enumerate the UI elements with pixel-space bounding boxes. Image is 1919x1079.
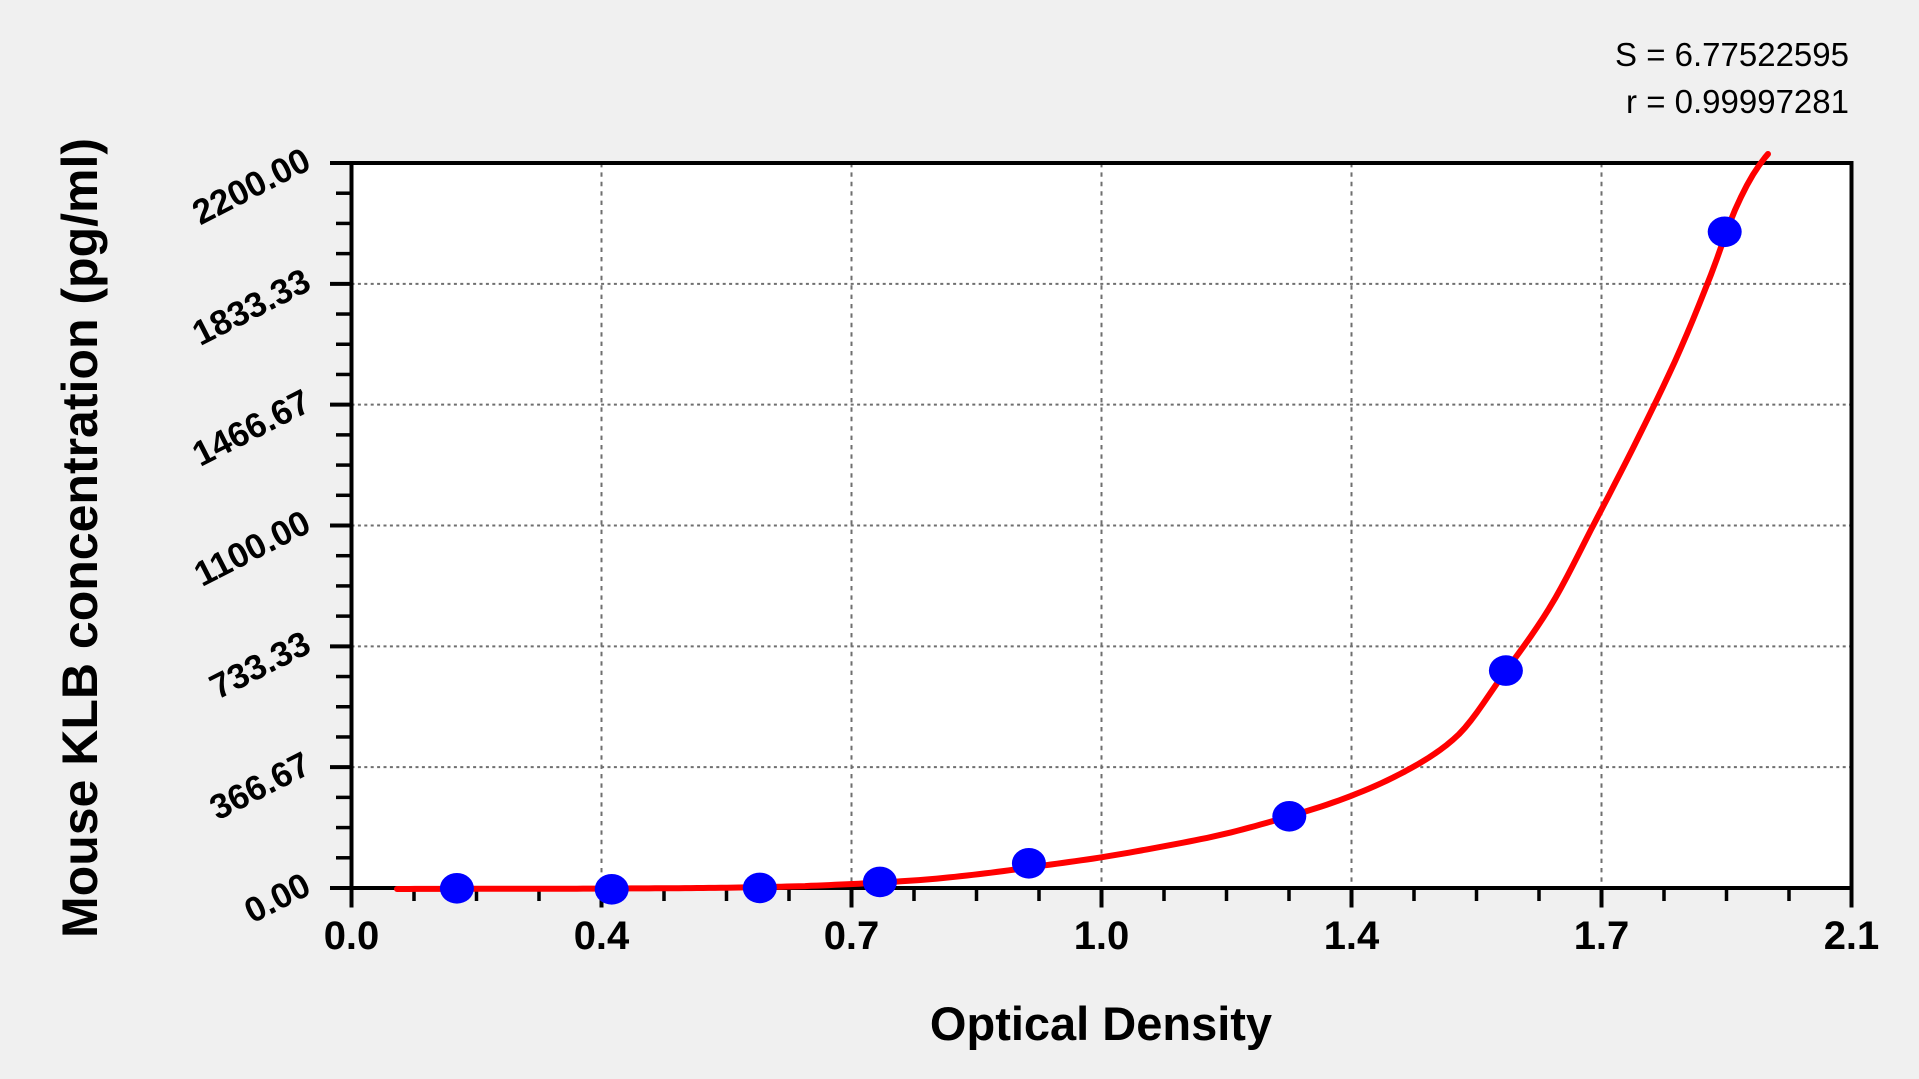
svg-text:0.7: 0.7 bbox=[824, 914, 880, 958]
svg-text:Mouse KLB concentration (pg/ml: Mouse KLB concentration (pg/ml) bbox=[52, 138, 108, 938]
svg-text:Optical Density: Optical Density bbox=[930, 997, 1272, 1050]
svg-text:1.0: 1.0 bbox=[1074, 914, 1130, 958]
svg-text:r = 0.99997281: r = 0.99997281 bbox=[1626, 83, 1849, 120]
svg-text:1.7: 1.7 bbox=[1574, 914, 1630, 958]
svg-text:2.1: 2.1 bbox=[1824, 914, 1880, 958]
svg-text:1.4: 1.4 bbox=[1324, 914, 1380, 958]
svg-text:S = 6.77522595: S = 6.77522595 bbox=[1615, 36, 1849, 73]
svg-text:0.0: 0.0 bbox=[324, 914, 380, 958]
svg-text:0.4: 0.4 bbox=[574, 914, 630, 958]
